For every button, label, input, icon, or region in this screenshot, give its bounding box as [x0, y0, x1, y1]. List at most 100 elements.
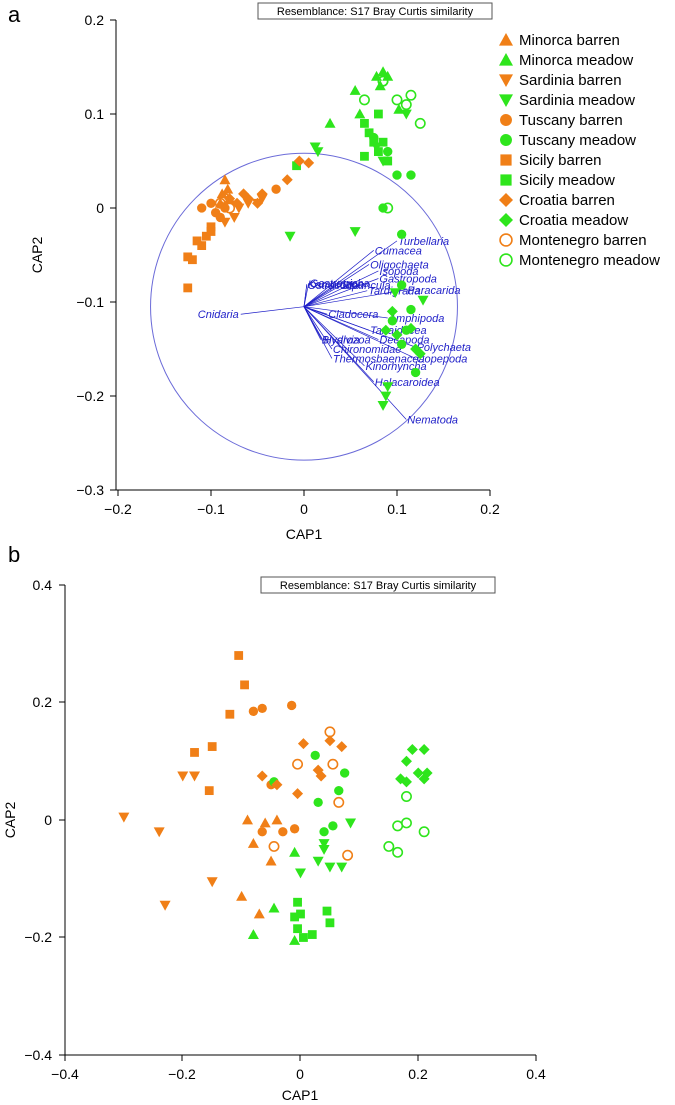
point-sicily-meadow: [378, 137, 388, 147]
vector-label-kinorhyncha: Kinorhyncha: [365, 361, 426, 373]
vector-label-sipuncula: Sipuncula: [342, 280, 390, 292]
legend-marker-croatia-meadow: [499, 213, 513, 227]
legend: Minorca barren Minorca meadow Sardinia bar…: [499, 32, 660, 269]
y-ticks-a: 0.2 0.1 0 −0.1 −0.2 −0.3: [76, 12, 116, 498]
legend-marker-sardinia-barren: [499, 74, 513, 87]
point-croatia-barren: [271, 779, 283, 791]
point-minorca-meadow: [247, 929, 259, 939]
legend-marker-sicily-barren: [500, 154, 512, 166]
point-montenegro-meadow: [382, 202, 394, 214]
point-sicily-meadow: [374, 109, 383, 119]
point-sardinia-meadow: [400, 109, 412, 120]
x-tick-label: 0.2: [480, 501, 500, 517]
point-sicily-meadow: [325, 918, 335, 928]
point-croatia-barren: [293, 155, 305, 167]
vector-label-nematoda: Nematoda: [407, 415, 458, 427]
point-sardinia-barren: [206, 877, 218, 888]
vector-label-chironomidae: Chironomidae: [333, 344, 401, 356]
vector-thermosbaenacea: [303, 306, 333, 359]
vector-label-gastrotricha: Gastrotricha: [310, 278, 370, 290]
legend-marker-minorca-meadow: [499, 53, 513, 66]
x-tick-label: 0: [296, 1066, 304, 1082]
point-tuscany-meadow: [313, 797, 323, 808]
point-tuscany-meadow: [396, 280, 407, 290]
point-montenegro-meadow: [401, 817, 412, 829]
x-axis-label-b: CAP1: [282, 1087, 319, 1103]
point-sardinia-meadow: [389, 288, 401, 299]
vector-overlay-a: TurbellariaCumaceaOligochaetaIsopodaGast…: [150, 152, 471, 461]
point-sardinia-meadow: [382, 382, 394, 393]
point-sicily-meadow: [293, 924, 302, 934]
point-minorca-meadow: [354, 108, 366, 119]
point-minorca-barren: [247, 838, 259, 848]
point-sicily-meadow: [322, 906, 332, 916]
point-tuscany-barren: [271, 184, 281, 194]
x-ticks-b: −0.4 −0.2 0 0.2 0.4: [51, 1055, 546, 1082]
legend-label-minorca-meadow: Minorca meadow: [519, 52, 633, 69]
point-croatia-barren: [238, 188, 250, 200]
y-tick-label: 0.2: [85, 12, 105, 28]
point-sardinia-meadow: [380, 391, 392, 402]
point-croatia-meadow: [418, 744, 430, 755]
panel-letter-b: b: [8, 542, 20, 567]
point-minorca-meadow: [289, 934, 301, 945]
legend-label-sicily-barren: Sicily barren: [519, 152, 602, 169]
vector-tardigrada: [303, 290, 368, 308]
vector-isopoda: [303, 270, 379, 308]
panel-letter-a: a: [8, 2, 21, 27]
point-montenegro-barren: [324, 726, 336, 738]
point-tuscany-barren: [257, 703, 267, 714]
point-tuscany-meadow: [396, 229, 407, 239]
point-tuscany-barren: [286, 700, 297, 711]
point-montenegro-barren: [342, 849, 354, 861]
point-montenegro-meadow: [400, 99, 412, 111]
legend-marker-montenegro-meadow: [499, 253, 513, 267]
y-axis-label-b: CAP2: [2, 802, 18, 839]
point-sardinia-meadow: [324, 862, 336, 873]
point-montenegro-meadow: [358, 94, 370, 106]
point-tuscany-meadow: [334, 785, 344, 796]
x-tick-label: −0.2: [168, 1066, 196, 1082]
point-croatia-meadow: [386, 305, 398, 317]
legend-marker-minorca-barren: [499, 33, 513, 46]
point-tuscany-meadow: [406, 170, 416, 180]
point-tuscany-barren: [278, 827, 288, 837]
point-sardinia-meadow: [417, 295, 429, 306]
point-montenegro-meadow: [405, 89, 417, 101]
legend-marker-montenegro-barren: [499, 233, 513, 247]
point-minorca-barren: [219, 174, 231, 185]
legend-marker-sicily-meadow: [500, 174, 512, 186]
point-sicily-meadow: [292, 161, 301, 171]
point-sicily-meadow: [360, 151, 369, 161]
point-sicily-barren: [190, 748, 199, 757]
point-croatia-barren: [303, 157, 315, 169]
point-croatia-meadow: [412, 767, 424, 779]
point-croatia-barren: [256, 770, 268, 782]
point-sicily-barren: [204, 786, 214, 796]
point-sardinia-barren: [228, 213, 240, 223]
vector-oligochaeta: [303, 264, 370, 307]
point-sicily-barren: [183, 283, 193, 293]
legend-marker-croatia-barren: [499, 193, 513, 207]
point-montenegro-barren: [327, 758, 339, 770]
point-croatia-barren: [315, 770, 327, 782]
point-montenegro-barren: [333, 796, 345, 808]
point-sardinia-meadow: [284, 231, 296, 242]
point-sicily-barren: [225, 709, 235, 719]
point-tuscany-meadow: [328, 821, 338, 831]
point-minorca-barren: [242, 814, 254, 825]
y-tick-label: −0.3: [76, 482, 104, 498]
point-sardinia-meadow: [318, 839, 330, 849]
point-tuscany-meadow: [383, 146, 393, 157]
point-tuscany-meadow: [387, 316, 398, 326]
resemblance-label-b: Resemblance: S17 Bray Curtis similarity: [280, 580, 477, 592]
vector-copepoda: [303, 306, 416, 359]
point-montenegro-meadow: [392, 820, 404, 832]
vector-label-gastropoda: Gastropoda: [379, 274, 436, 286]
vector-nematoda: [303, 306, 407, 420]
vector-label-paracarida: Paracarida: [407, 285, 460, 297]
y-tick-label: 0.4: [33, 577, 53, 593]
point-tuscany-meadow: [319, 827, 329, 837]
point-sicily-meadow: [360, 119, 369, 128]
